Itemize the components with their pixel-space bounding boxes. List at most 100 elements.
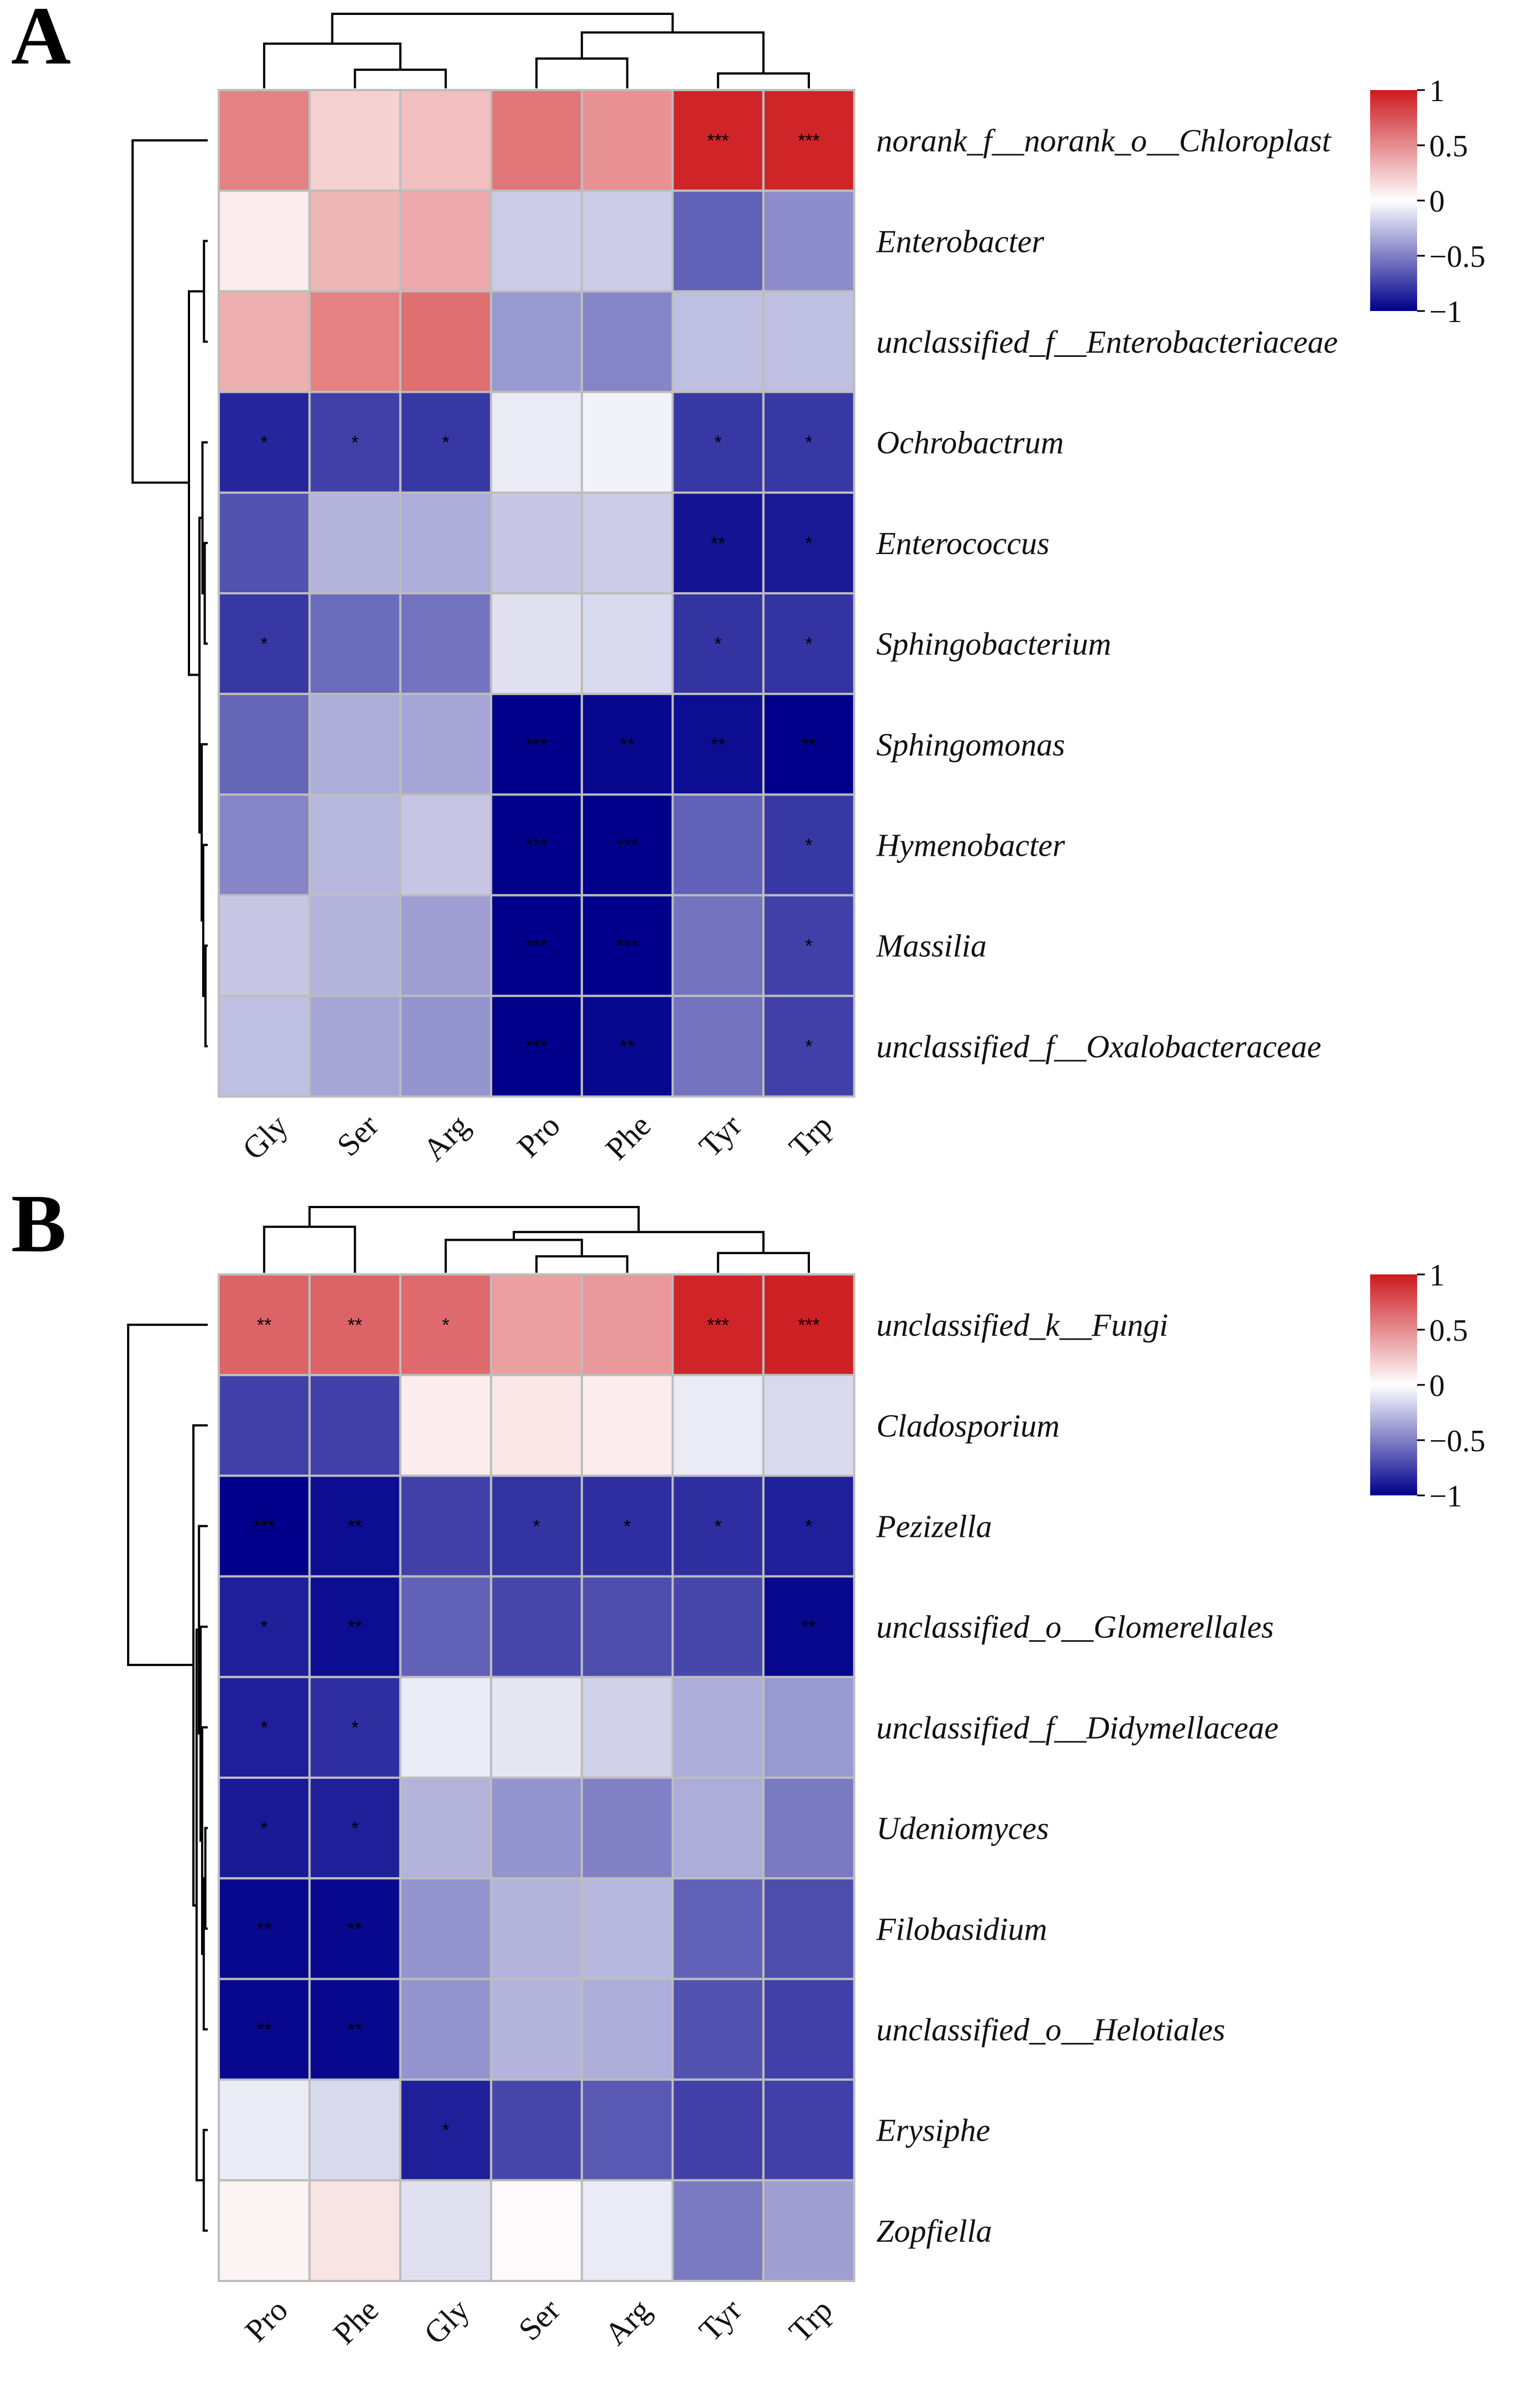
- panel-label: B: [11, 1178, 66, 1269]
- dendrogram-link: [201, 743, 208, 922]
- significance-mark: *: [805, 1516, 812, 1537]
- heatmap-cell: [308, 1374, 402, 1477]
- heatmap-cell: [581, 1474, 674, 1578]
- heatmap-cell: [399, 994, 492, 1098]
- heatmap-cell: [399, 290, 492, 393]
- heatmap-cell: [581, 1675, 674, 1779]
- heatmap-cell: [581, 2078, 674, 2182]
- significance-mark: ***: [525, 936, 548, 957]
- significance-mark: **: [348, 2020, 362, 2041]
- significance-mark: *: [805, 1036, 812, 1057]
- heatmap-cell: [762, 1877, 856, 1980]
- significance-mark: *: [351, 1818, 359, 1839]
- heatmap-cell: [762, 290, 856, 393]
- row-label: norank_f__norank_o__Chloroplast: [876, 123, 1332, 159]
- row-label: Filobasidium: [876, 1911, 1047, 1947]
- heatmap-cell: [762, 1474, 856, 1578]
- heatmap-cell: [308, 693, 402, 796]
- significance-mark: ***: [253, 1516, 275, 1537]
- column-label: Tyr: [692, 2292, 748, 2348]
- heatmap-cell: [581, 1978, 674, 2081]
- heatmap-cell: [489, 2078, 583, 2182]
- heatmap-cell: [308, 894, 402, 997]
- heatmap-cell: [489, 89, 583, 192]
- heatmap-cell: [581, 1777, 674, 1880]
- heatmap-cell: [762, 2179, 856, 2283]
- dendrogram-link: [308, 1206, 640, 1232]
- significance-mark: **: [710, 734, 725, 755]
- heatmap-cell: [671, 994, 765, 1098]
- heatmap-cell: [671, 894, 765, 997]
- significance-mark: *: [805, 433, 812, 454]
- heatmap-cell: [308, 592, 402, 695]
- heatmap-cell: [399, 592, 492, 695]
- heatmap-cell: [762, 89, 856, 192]
- significance-mark: **: [348, 1919, 362, 1940]
- significance-mark: *: [714, 1516, 722, 1537]
- heatmap-cell: [581, 491, 674, 594]
- heatmap-cell: [762, 1777, 856, 1880]
- heatmap-cell: [671, 2078, 765, 2182]
- significance-mark: *: [533, 1516, 540, 1537]
- heatmap-cell: [489, 1978, 583, 2081]
- heatmap-cell: [308, 2179, 402, 2283]
- heatmap-cell: [308, 1877, 402, 1980]
- dendrogram-link: [581, 31, 765, 73]
- dendrogram-link: [535, 1255, 629, 1273]
- heatmap-cell: [399, 793, 492, 897]
- heatmap-cell: [762, 2078, 856, 2182]
- dendrogram-link: [204, 1827, 208, 1930]
- heatmap-cell: [671, 1877, 765, 1980]
- heatmap-cell: [762, 1675, 856, 1779]
- heatmap-cell: [308, 1978, 402, 2081]
- heatmap-cell: [399, 1777, 492, 1880]
- heatmap-cell: [399, 189, 492, 293]
- row-label: Sphingobacterium: [876, 626, 1111, 662]
- row-label: Zopfiella: [876, 2213, 992, 2249]
- heatmap-cell: [762, 793, 856, 897]
- heatmap-cell: [308, 1273, 402, 1377]
- dendrogram-link: [203, 240, 208, 343]
- significance-mark: *: [442, 2120, 449, 2141]
- heatmap-cell: [399, 2179, 492, 2283]
- significance-mark: *: [261, 1617, 268, 1638]
- dendrogram-link: [199, 1625, 208, 1842]
- heatmap-cell: [308, 793, 402, 897]
- column-label: Pro: [510, 1108, 567, 1165]
- heatmap-panel-A: A*** **** * * * *** ** * **** ** ** ***** *** **** ***…: [11, 0, 1486, 1168]
- panel-label: A: [11, 0, 71, 82]
- heatmap-cell: [308, 491, 402, 594]
- heatmap-cell: [399, 1978, 492, 2081]
- heatmap-cell: [671, 2179, 765, 2283]
- significance-mark: *: [805, 936, 812, 957]
- heatmap-cell: [671, 1374, 765, 1477]
- legend-tick-label: 0.5: [1429, 1314, 1468, 1348]
- heatmap-cell: [489, 592, 583, 695]
- row-label: unclassified_f__Enterobacteriaceae: [876, 324, 1338, 360]
- column-label: Phe: [326, 2292, 385, 2351]
- heatmap-cell: [671, 1675, 765, 1779]
- significance-mark: **: [620, 734, 634, 755]
- row-label: Erysiphe: [876, 2112, 990, 2148]
- heatmap-cell: [308, 189, 402, 293]
- significance-mark: *: [351, 1717, 359, 1738]
- significance-mark: ***: [798, 130, 820, 151]
- significance-mark: *: [261, 1717, 268, 1738]
- significance-mark: **: [802, 1617, 816, 1638]
- heatmap-cell: [218, 491, 311, 594]
- heatmap-cell: [489, 1575, 583, 1678]
- column-label: Tyr: [692, 1108, 748, 1164]
- legend-tick-label: 1: [1429, 1258, 1445, 1293]
- row-dendrogram: [131, 139, 208, 1047]
- legend-tick-label: −0.5: [1429, 240, 1486, 274]
- significance-mark: **: [257, 1315, 271, 1336]
- legend-tick-label: 0.5: [1429, 129, 1468, 164]
- column-label: Phe: [598, 1108, 657, 1167]
- heatmap-cell: [489, 894, 583, 997]
- column-label: Gly: [417, 2292, 476, 2351]
- heatmap-cell: [762, 1273, 856, 1377]
- heatmap-cell: [489, 1877, 583, 1980]
- heatmap-cell: [581, 89, 674, 192]
- heatmap-cell: [218, 2078, 311, 2182]
